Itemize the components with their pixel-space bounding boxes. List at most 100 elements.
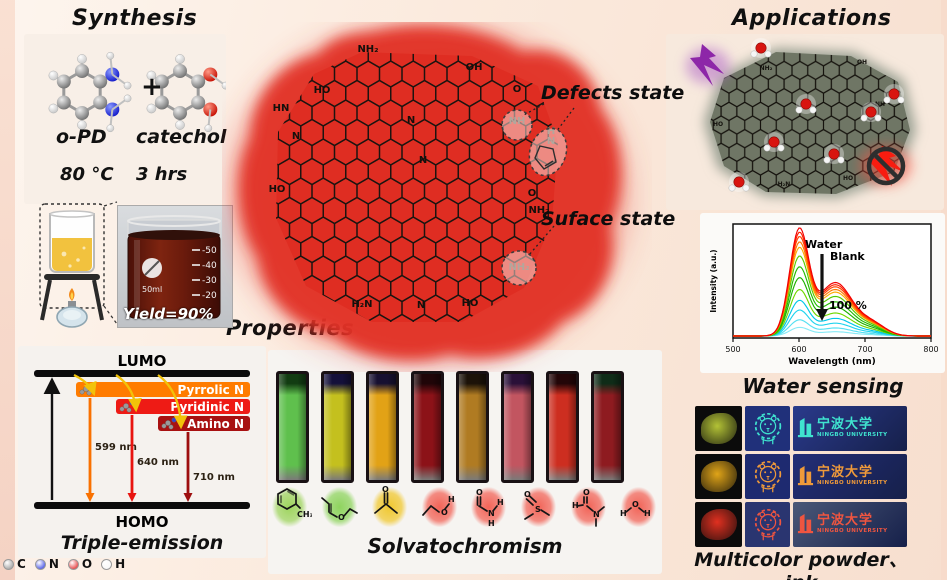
water-molecule-icon (883, 84, 905, 104)
university-building-icon (797, 415, 814, 442)
site-label: O (513, 84, 522, 95)
svg-text:NH₂: NH₂ (760, 65, 773, 72)
scale-mark: -40 (202, 261, 217, 271)
legend-item-O: O (67, 557, 93, 571)
site-label: N (417, 300, 425, 311)
o-pd-molecule (48, 51, 132, 133)
level-label: Pyridinic N (170, 400, 244, 414)
svg-text:H: H (488, 519, 495, 528)
powder-row-green: 宁波大学 NINGBO UNIVERSITY (695, 406, 907, 451)
cuvette-glass-highlight (504, 374, 531, 480)
reactant-right-label: catechol (136, 126, 227, 148)
uv-excitation-bolt-icon (686, 44, 730, 86)
university-logo-text: 宁波大学 NINGBO UNIVERSITY (817, 466, 887, 487)
site-label: NH₂ (357, 44, 378, 55)
red-emission-blob (238, 25, 621, 361)
water-cuvette (591, 371, 624, 483)
formamide-cuvette (456, 371, 489, 483)
zoom-dashed-box (39, 203, 105, 309)
svg-text:N: N (593, 510, 600, 519)
water-molecules (728, 38, 905, 192)
site-label: HN (273, 103, 290, 114)
arrow-head (816, 309, 828, 321)
defect-site-circles (501, 109, 568, 286)
site-label: H₂N (351, 299, 372, 310)
hundred-percent-annotation: 100 % (829, 299, 867, 312)
x-tick-label: 700 (857, 345, 872, 354)
applications-title: Applications (732, 6, 892, 31)
triple-emission-caption: Triple-emission (60, 532, 224, 554)
relaxation-arrows (73, 373, 188, 430)
legend-symbol: C (17, 557, 26, 571)
university-building-icon (797, 463, 814, 490)
heating-setup-cartoon (39, 201, 118, 328)
svg-text:H₂N: H₂N (778, 181, 791, 188)
acetone-structure-icon: O (365, 480, 413, 534)
green-lion-ink-drawing (745, 406, 790, 451)
pyrrole-ring (534, 145, 557, 170)
red-powder-blob (700, 509, 737, 540)
svg-text:CH₃: CH₃ (297, 510, 312, 519)
triple-emission-diagram: LUMO Pyrrolic N 599 nm Pyridinic N 640 nm Am… (34, 352, 250, 531)
level-bar (116, 399, 250, 414)
synthesis-reactants-panel: + o-PD catechol 80 °C 3 hrs (24, 34, 230, 204)
water-molecule-icon (763, 132, 785, 152)
svg-text:N: N (488, 509, 495, 518)
water-sensing-chart: 500 600 700 800 Wavelength (nm) Intensity (… (709, 223, 939, 367)
water-annotation: Water (805, 238, 843, 251)
spectra-curves (733, 227, 931, 337)
green-powder-photo (695, 406, 742, 451)
temperature-label: 80 °C (60, 164, 114, 185)
powder-row-orange: 宁波大学 NINGBO UNIVERSITY (695, 454, 907, 499)
x-tick-label: 600 (791, 345, 806, 354)
ethyl-acetate-structure-icon: O (315, 480, 363, 534)
lumo-level-bar (34, 370, 250, 377)
svg-text:O: O (476, 488, 483, 497)
homo-level-bar (34, 502, 250, 509)
solvent-structures-row: CH₃ O O O H O N H H O S O H N H O H (266, 480, 662, 534)
defects-state-label: Defects state (541, 82, 685, 104)
surface-state-label: Suface state (541, 208, 676, 230)
ethanol-cuvette (411, 371, 444, 483)
wavelength-label: 640 nm (137, 457, 179, 468)
site-label: HO (269, 184, 286, 195)
red-powder-photo (695, 502, 742, 547)
university-name-en: NINGBO UNIVERSITY (817, 480, 888, 487)
cuvette-glass-highlight (279, 374, 306, 480)
ethyl acetate-cuvette (321, 371, 354, 483)
svg-text:H: H (620, 509, 627, 518)
legend-symbol: N (48, 557, 59, 571)
water-sensing-caption: Water sensing (742, 374, 904, 398)
university-name-cn: 宁波大学 (817, 513, 874, 529)
legend-symbol: H (115, 557, 126, 571)
product-beaker-photo: -50 -40 -30 -20 50ml (127, 215, 221, 319)
product-photo: -50 -40 -30 -20 50ml Yield=90% (117, 205, 233, 328)
level-label: Pyrrolic N (178, 383, 244, 397)
sheet-group-labels: NH₂ OH HO NH H₂N HO (713, 59, 885, 188)
cuvette-glass-highlight (549, 374, 576, 480)
H-atom-icon (101, 558, 113, 570)
site-label: N (547, 136, 555, 147)
beaker-icon (49, 210, 95, 273)
cuvette-glass-highlight (324, 374, 351, 480)
site-label: N (407, 115, 415, 126)
C-atom-icon (3, 558, 14, 570)
site-label: HO (314, 85, 331, 96)
water-quenching-graphic: NH₂ OH HO NH H₂N HO (686, 38, 916, 198)
leader-lines (521, 103, 575, 256)
scale-mark: -20 (202, 291, 217, 301)
university-name-cn: 宁波大学 (817, 417, 874, 433)
spectrum-curve-1 (733, 227, 931, 337)
left-edge-decoration (0, 0, 15, 580)
legend-symbol: O (81, 557, 93, 571)
red-glow-halo (227, 22, 627, 366)
svg-text:H: H (572, 501, 579, 510)
catechol-molecule (146, 54, 230, 133)
blank-annotation: Blank (830, 250, 865, 263)
DMF-cuvette (546, 371, 579, 483)
